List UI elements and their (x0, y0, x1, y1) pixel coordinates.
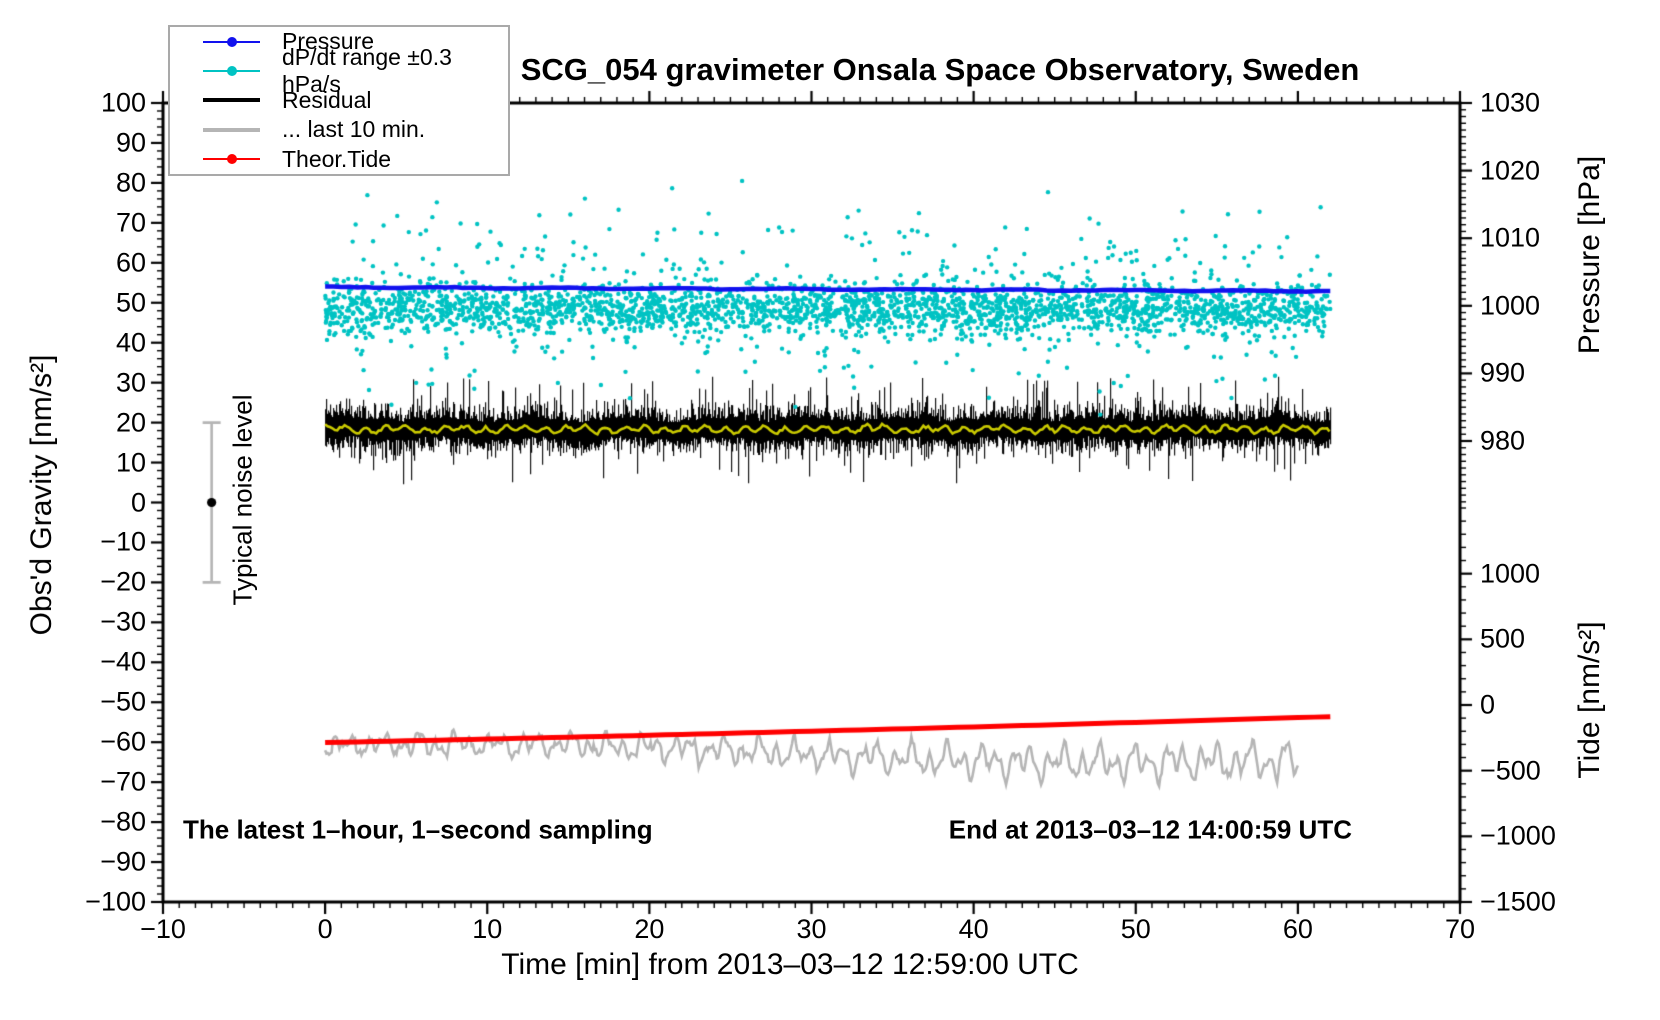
pressure-tick-label: 1000 (1480, 290, 1541, 321)
legend-item-5: Theor.Tide (170, 145, 508, 174)
x-tick-label: 0 (317, 914, 333, 944)
legend-line-sample (203, 66, 260, 77)
pressure-tick-label: 1010 (1480, 222, 1541, 253)
y-left-tick-label: −70 (100, 766, 146, 797)
y-left-tick-label: 10 (115, 447, 146, 478)
legend-line-sample (203, 36, 260, 47)
legend-dot-icon (226, 66, 237, 77)
x-tick-label: 70 (1444, 914, 1476, 944)
legend-box: Pressure dP/dt range ±0.3 hPa/s Residual..… (168, 25, 510, 176)
tide-tick-label: −500 (1480, 755, 1541, 786)
legend-item-label: dP/dt range ±0.3 hPa/s (282, 44, 452, 98)
y-axis-pressure-title: Pressure [hPa] (1573, 155, 1606, 355)
tide-tick-label: 0 (1480, 689, 1496, 720)
y-left-tick-label: 40 (115, 327, 146, 358)
x-tick-label: 20 (634, 914, 665, 944)
pressure-tick-label: 990 (1480, 357, 1526, 388)
y-left-tick-label: 20 (115, 407, 146, 438)
x-tick-label: 50 (1120, 914, 1151, 944)
y-left-tick-label: −60 (100, 726, 146, 757)
legend-item-label: Residual (282, 86, 372, 113)
legend-item-label: Theor.Tide (282, 145, 392, 172)
y-left-tick-label: −50 (100, 686, 146, 717)
y-left-tick-label: 0 (130, 487, 146, 517)
y-left-tick-label: −80 (100, 806, 146, 837)
legend-item-1: Pressure (170, 27, 508, 56)
page-title: SCG_054 gravimeter Onsala Space Observat… (520, 52, 1360, 87)
x-tick-label: 30 (796, 914, 827, 944)
pressure-tick-label: 1030 (1480, 87, 1541, 118)
x-tick-label: 60 (1282, 914, 1313, 944)
x-axis-title: Time [min] from 2013–03–12 12:59:00 UTC (501, 948, 1079, 981)
annotation-end-time: End at 2013–03–12 14:00:59 UTC (948, 814, 1352, 845)
pressure-tick-label: 1020 (1480, 155, 1541, 186)
y-left-tick-label: −30 (100, 606, 146, 637)
tide-tick-label: −1000 (1480, 820, 1556, 851)
legend-item-3: Residual (170, 86, 508, 115)
annotation-sampling-info: The latest 1–hour, 1–second sampling (183, 814, 653, 845)
y-axis-left-title: Obs'd Gravity [nm/s²] (25, 354, 58, 636)
y-left-tick-label: 90 (115, 127, 146, 158)
y-left-tick-label: −20 (100, 566, 146, 597)
legend-line-sample (203, 98, 260, 103)
y-left-tick-label: 50 (115, 287, 146, 318)
legend-item-label: ... last 10 min. (282, 116, 426, 143)
noise-bar-label: Typical noise level (227, 394, 258, 606)
y-left-tick-label: −100 (85, 886, 146, 917)
legend-item-4: ... last 10 min. (170, 115, 508, 144)
legend-dot-icon (226, 154, 237, 165)
x-tick-label: −10 (140, 914, 186, 944)
legend-line-sample (203, 154, 260, 165)
legend-item-label: Pressure (282, 28, 375, 55)
tide-tick-label: −1500 (1480, 886, 1556, 917)
y-left-tick-label: −10 (100, 526, 146, 557)
tide-tick-label: 500 (1480, 623, 1526, 654)
y-left-tick-label: 70 (115, 207, 146, 238)
legend-item-2: dP/dt range ±0.3 hPa/s (170, 44, 508, 97)
y-left-tick-label: 80 (115, 167, 146, 198)
y-left-tick-label: 100 (100, 87, 146, 118)
y-left-tick-label: −40 (100, 646, 146, 677)
pressure-tick-label: 980 (1480, 425, 1526, 456)
y-left-tick-label: 30 (115, 367, 146, 398)
x-tick-label: 10 (472, 914, 503, 944)
tide-tick-label: 1000 (1480, 558, 1541, 589)
y-left-tick-label: 60 (115, 247, 146, 278)
x-tick-label: 40 (958, 914, 989, 944)
legend-dot-icon (226, 36, 237, 47)
y-left-tick-label: −90 (100, 846, 146, 877)
legend-line-sample (203, 127, 260, 132)
y-axis-tide-title: Tide [nm/s²] (1573, 621, 1606, 779)
